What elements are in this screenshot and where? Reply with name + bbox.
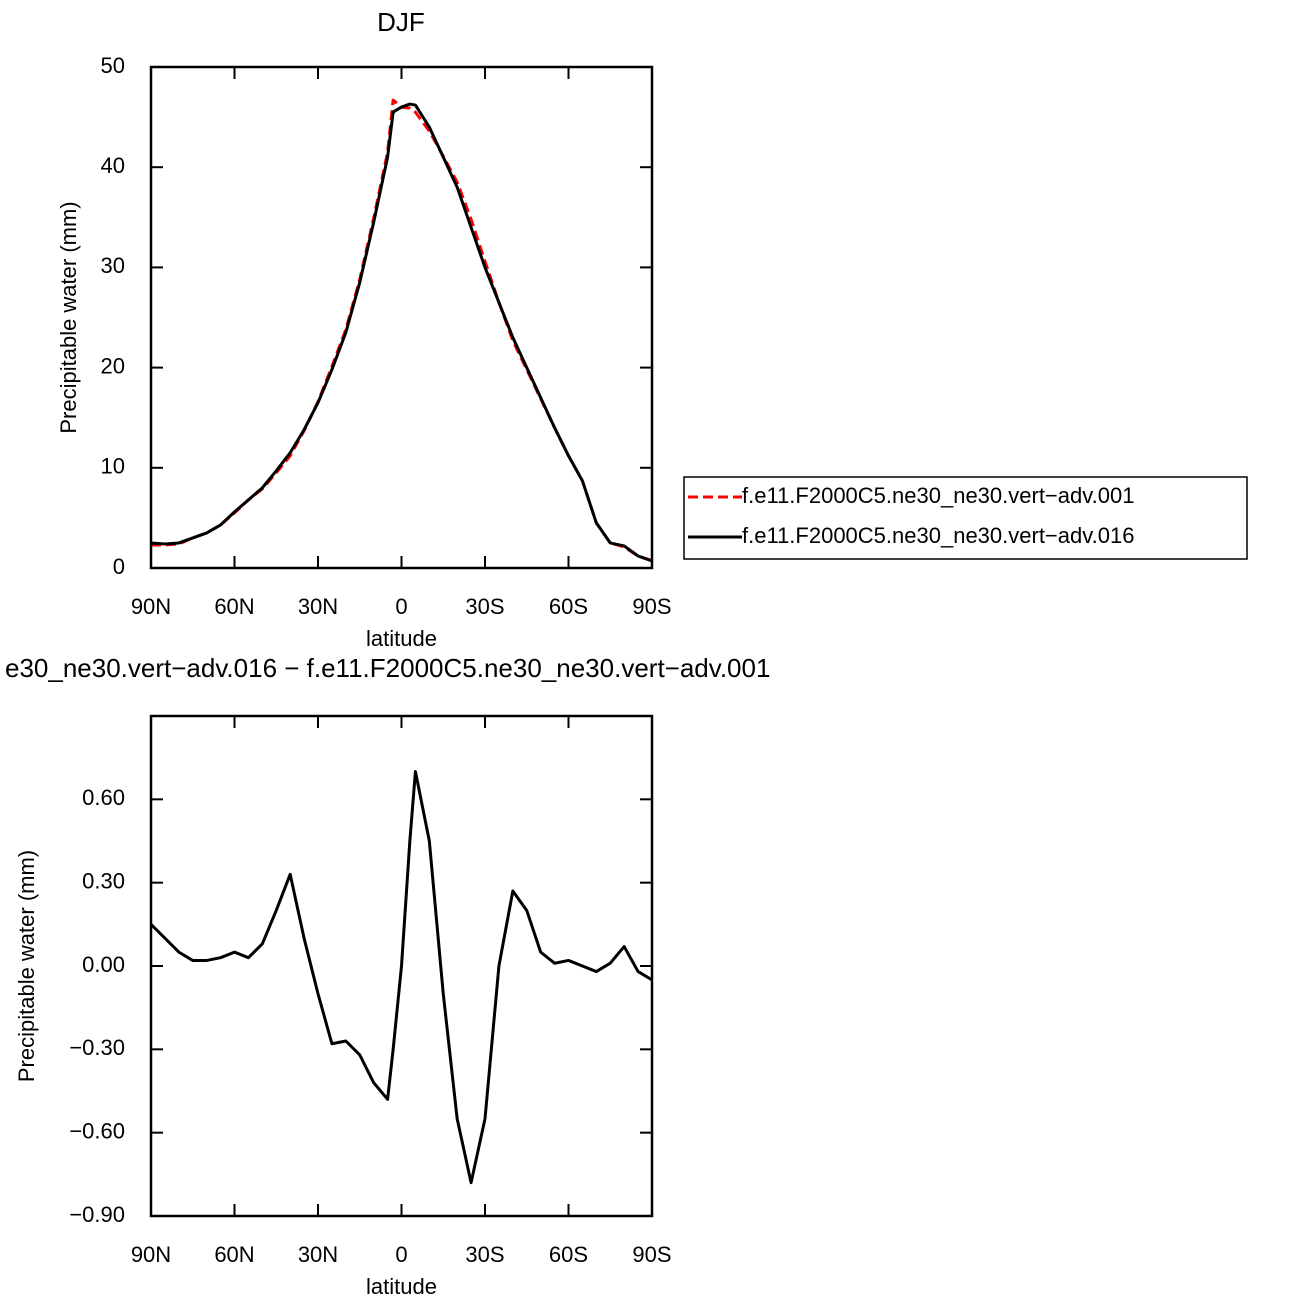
y-tick-label: −0.60 [69,1118,125,1143]
x-tick-label: 90N [131,1242,171,1267]
x-tick-label: 60N [214,1242,254,1267]
legend-label: f.e11.F2000C5.ne30_ne30.vert−adv.016 [742,523,1134,548]
x-tick-label: 30N [298,594,338,619]
y-axis-label: Precipitable water (mm) [14,850,39,1082]
legend-box [683,476,1248,560]
x-tick-label: 0 [395,594,407,619]
x-axis-label: latitude [366,626,437,651]
data-line [150,102,653,563]
chart-title: e30_ne30.vert−adv.016 − f.e11.F2000C5.ne… [5,653,770,683]
x-tick-label: 90N [131,594,171,619]
x-tick-label: 60N [214,594,254,619]
x-tick-label: 30S [465,594,504,619]
x-tick-label: 30N [298,1242,338,1267]
x-tick-label: 90S [632,594,671,619]
y-tick-label: 50 [101,53,125,78]
y-tick-label: 0.60 [82,785,125,810]
y-tick-label: −0.30 [69,1035,125,1060]
x-tick-label: 90S [632,1242,671,1267]
y-tick-label: 0.30 [82,868,125,893]
y-tick-label: 10 [101,454,125,479]
chart-title: DJF [377,7,425,37]
y-tick-label: −0.90 [69,1202,125,1227]
y-tick-label: 20 [101,353,125,378]
y-tick-label: 0.00 [82,952,125,977]
x-tick-label: 0 [395,1242,407,1267]
y-axis-label: Precipitable water (mm) [56,201,81,433]
x-tick-label: 60S [549,1242,588,1267]
data-line [149,770,653,1185]
data-line [151,98,653,562]
y-tick-label: 0 [113,554,125,579]
plot-frame [149,65,654,570]
plot-frame [149,714,654,1218]
x-axis-label: latitude [366,1274,437,1299]
x-tick-label: 30S [465,1242,504,1267]
legend-label: f.e11.F2000C5.ne30_ne30.vert−adv.001 [742,483,1134,508]
y-tick-label: 40 [101,153,125,178]
y-tick-label: 30 [101,253,125,278]
x-tick-label: 60S [549,594,588,619]
